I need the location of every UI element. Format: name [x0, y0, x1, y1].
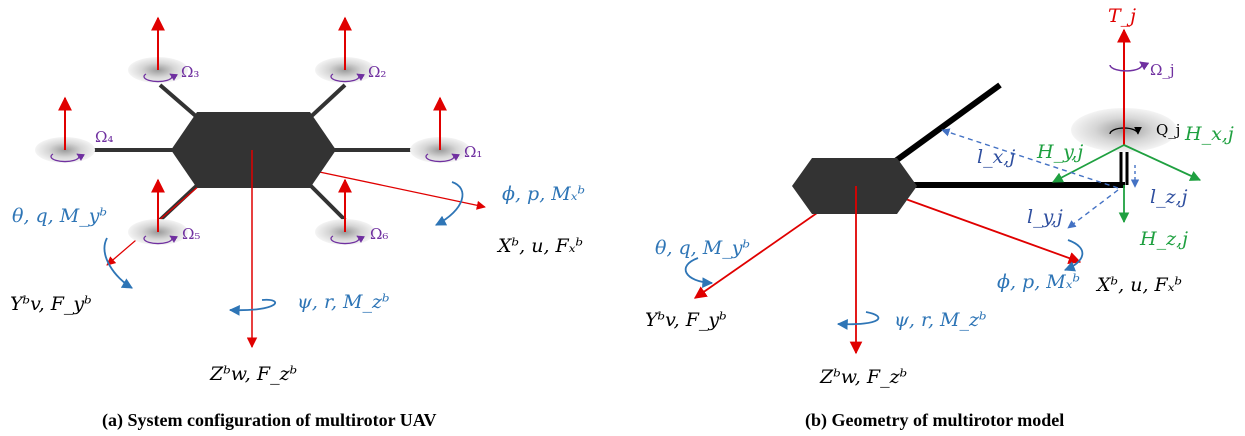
roll-label-a: ϕ, p, Mₓᵇ [502, 183, 585, 205]
fuselage-hexagon-a [171, 112, 336, 188]
pitch-label-b: θ, q, M_yᵇ [655, 237, 750, 259]
rotor-4 [35, 98, 95, 163]
rotor-2 [315, 18, 375, 83]
pitch-rotation-arrow-b [686, 258, 712, 283]
hx-label-b: H_x,j [1184, 123, 1234, 145]
rotor-3 [128, 18, 188, 83]
yaw-label-a: ψ, r, M_zᵇ [297, 291, 390, 313]
caption-a: (a) System configuration of multirotor U… [102, 410, 436, 431]
pitch-rotation-arrow-a [105, 238, 132, 288]
panel-b: T_j Ω_j Q_j H_x,j H_y,j H_z,j l_x,j l_y,… [645, 5, 1234, 431]
rotor-label-5: Ω₅ [182, 225, 200, 243]
rotor-label-4: Ω₄ [95, 128, 113, 146]
hz-label-b: H_z,j [1139, 228, 1188, 250]
roll-label-b: ϕ, p, Mₓᵇ [997, 271, 1080, 293]
z-axis-label-b: Zᵇw, F_zᵇ [819, 366, 907, 388]
rotor-label-6: Ω₆ [370, 225, 388, 243]
y-axis-label-b: Yᵇv, F_yᵇ [645, 309, 727, 331]
ly-vector-b [1068, 190, 1118, 228]
yaw-rotation-arrow-b [838, 312, 878, 324]
rotor-spin-arrow-b [1110, 62, 1142, 71]
hx-arrow-b [1124, 145, 1200, 180]
lx-label-b: l_x,j [977, 146, 1015, 168]
x-axis-label-a: Xᵇ, u, Fₓᵇ [496, 235, 583, 257]
rotor-label-2: Ω₂ [368, 63, 386, 81]
rotor-6 [315, 180, 375, 245]
y-axis-label-a: Yᵇv, F_yᵇ [10, 293, 92, 315]
x-axis-label-b: Xᵇ, u, Fₓᵇ [1095, 274, 1182, 296]
pitch-label-a: θ, q, M_yᵇ [12, 205, 107, 227]
caption-b: (b) Geometry of multirotor model [805, 410, 1064, 431]
fuselage-hexagon-b [792, 158, 917, 214]
rotor-5 [128, 180, 188, 245]
roll-rotation-arrow-b [1065, 240, 1082, 270]
ly-label-b: l_y,j [1027, 206, 1063, 228]
rotor-label-1: Ω₁ [464, 143, 482, 161]
roll-rotation-arrow-a [436, 182, 463, 225]
x-axis-arrow-a [310, 170, 485, 207]
rotor-speed-label-b: Ω_j [1150, 61, 1175, 79]
yaw-label-b: ψ, r, M_zᵇ [894, 309, 987, 331]
rotor-label-3: Ω₃ [181, 63, 199, 81]
thrust-label-b: T_j [1108, 5, 1136, 27]
panel-a: Ω₁ Ω₂ Ω₃ Ω₄ Ω₅ Ω₆ ϕ, p, Mₓᵇ Xᵇ, u, Fₓᵇ θ… [10, 18, 585, 431]
hy-label-b: H_y,j [1036, 141, 1083, 163]
torque-label-b: Q_j [1156, 121, 1180, 139]
z-axis-label-a: Zᵇw, F_zᵇ [209, 363, 297, 385]
rotor-1 [410, 98, 470, 163]
lz-label-b: l_z,j [1150, 186, 1188, 208]
